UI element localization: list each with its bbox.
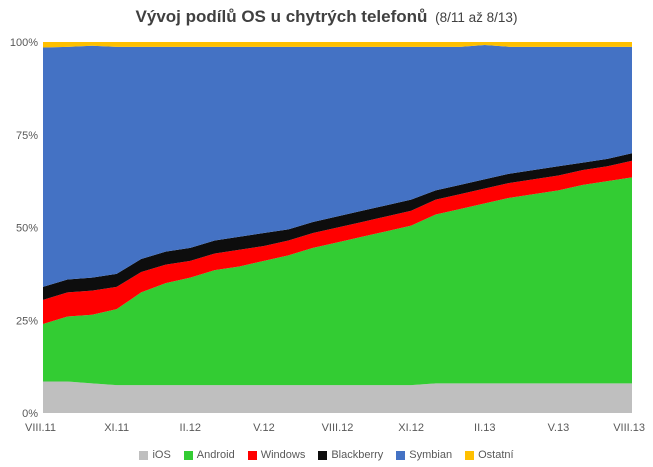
y-tick-label: 75% [16,130,38,142]
area-series-group [43,42,632,413]
y-tick-label: 100% [10,37,38,49]
x-tick-label: II.13 [474,422,495,434]
x-tick-label: VIII.12 [322,422,354,434]
y-axis: 0% 25% 50% 75% 100% [10,37,38,420]
legend: iOS Android Windows Blackberry Symbian Ostatn… [0,449,653,461]
x-tick-label: V.12 [253,422,275,434]
legend-item-symbian: Symbian [396,449,452,461]
chart-subtitle: (8/11 až 8/13) [435,10,518,25]
legend-label: iOS [152,449,171,461]
x-tick-label: II.12 [180,422,201,434]
area-symbian [43,44,632,287]
x-tick-label: XI.12 [398,422,424,434]
x-tick-label: VIII.13 [613,422,645,434]
x-tick-label: V.13 [548,422,570,434]
area-ostatni [43,42,632,48]
legend-swatch [396,450,406,460]
y-tick-label: 0% [22,408,38,420]
area-windows [43,160,632,324]
legend-label: Windows [260,449,306,461]
legend-item-blackberry: Blackberry [318,449,383,461]
x-tick-label: XI.11 [104,422,129,434]
legend-item-windows: Windows [247,449,306,461]
legend-label: Symbian [409,449,453,461]
legend-swatch [247,450,257,460]
legend-swatch [139,450,149,460]
chart-title: Vývoj podílů OS u chytrých telefonů [135,7,428,26]
area-ios [43,381,632,413]
legend-item-android: Android [183,449,235,461]
legend-label: Ostatní [478,449,514,461]
legend-label: Blackberry [331,449,384,461]
x-tick-label: VIII.11 [25,422,56,434]
legend-item-ios: iOS [139,449,171,461]
area-blackberry [43,153,632,300]
y-tick-label: 25% [16,315,38,327]
legend-swatch [318,450,328,460]
legend-swatch [183,450,193,460]
legend-label: Android [196,449,235,461]
y-tick-label: 50% [16,223,38,235]
chart-title-line: Vývoj podílů OS u chytrých telefonů (8/1… [0,7,653,27]
legend-item-ostatni: Ostatní [465,449,514,461]
area-android [43,177,632,386]
x-axis: VIII.11 XI.11 II.12 V.12 VIII.12 XI.12 II.13 V.… [25,422,645,434]
legend-swatch [465,450,475,460]
